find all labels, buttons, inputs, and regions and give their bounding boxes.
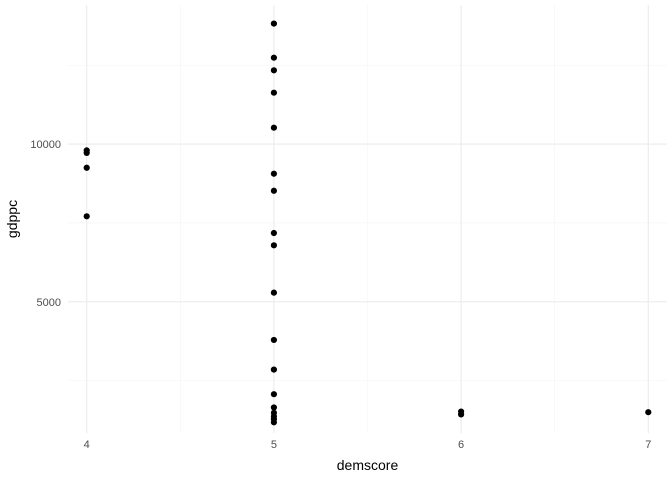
data-point <box>270 404 278 411</box>
data-point <box>270 391 278 398</box>
x-tick-label: 5 <box>271 439 277 451</box>
data-point <box>270 242 278 249</box>
tick-labels: 4 5 6 7 5000 10000 <box>30 139 651 451</box>
data-point <box>645 409 652 416</box>
x-tick-label: 7 <box>645 439 651 451</box>
data-point <box>270 419 278 426</box>
grid-lines <box>68 5 667 433</box>
data-point <box>83 164 90 171</box>
data-point <box>270 20 278 27</box>
data-point <box>270 89 278 96</box>
data-point <box>270 366 278 373</box>
x-tick-label: 6 <box>458 439 464 451</box>
data-point <box>270 170 278 177</box>
data-point <box>270 67 278 74</box>
data-point <box>457 411 465 418</box>
data-point <box>270 289 278 296</box>
data-point <box>270 54 278 61</box>
data-point <box>83 213 90 220</box>
data-point <box>270 124 278 131</box>
data-point <box>270 229 278 237</box>
data-points <box>83 20 652 426</box>
data-point <box>270 336 278 344</box>
x-axis-title: demscore <box>337 457 399 473</box>
y-axis-title: gdppc <box>4 200 20 238</box>
y-tick-label: 10000 <box>30 139 61 151</box>
data-point <box>270 187 278 194</box>
data-point <box>83 149 90 157</box>
x-tick-label: 4 <box>84 439 90 451</box>
y-tick-label: 5000 <box>37 297 61 309</box>
